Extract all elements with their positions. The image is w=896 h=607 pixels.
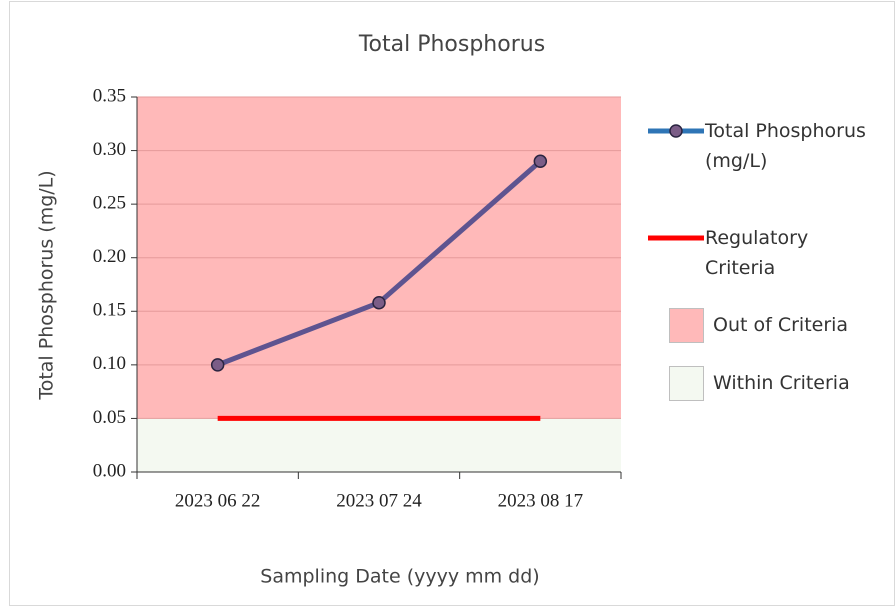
y-tick-label: 0.10 bbox=[93, 353, 126, 374]
y-axis-title: Total Phosphorus (mg/L) bbox=[36, 170, 58, 400]
y-tick-label: 0.05 bbox=[93, 407, 126, 428]
data-point bbox=[210, 358, 225, 372]
y-tick-label: 0.30 bbox=[93, 139, 126, 160]
y-tick-label: 0.15 bbox=[93, 300, 126, 321]
y-tick-label: 0.20 bbox=[93, 246, 126, 267]
data-point bbox=[533, 154, 548, 169]
legend-label: Total Phosphorus (mg/L) bbox=[705, 120, 866, 172]
legend-label: Out of Criteria bbox=[713, 314, 849, 336]
data-point bbox=[372, 295, 386, 310]
legend-label: Within Criteria bbox=[713, 372, 850, 394]
y-tick-label: 0.00 bbox=[93, 460, 126, 481]
criteria-region bbox=[137, 418, 621, 472]
legend-label: Regulatory Criteria bbox=[705, 227, 809, 279]
legend-swatch bbox=[669, 308, 704, 343]
chart-title: Total Phosphorus bbox=[358, 32, 545, 57]
x-axis-title: Sampling Date (yyyy mm dd) bbox=[260, 566, 539, 588]
x-tick-label: 2023 06 22 bbox=[175, 490, 261, 511]
y-tick-label: 0.25 bbox=[93, 193, 126, 214]
legend-swatch bbox=[669, 366, 704, 401]
x-tick-label: 2023 08 17 bbox=[498, 490, 584, 511]
y-tick-label: 0.35 bbox=[93, 85, 126, 106]
x-tick-label: 2023 07 24 bbox=[336, 490, 422, 511]
legend-marker bbox=[669, 124, 683, 138]
